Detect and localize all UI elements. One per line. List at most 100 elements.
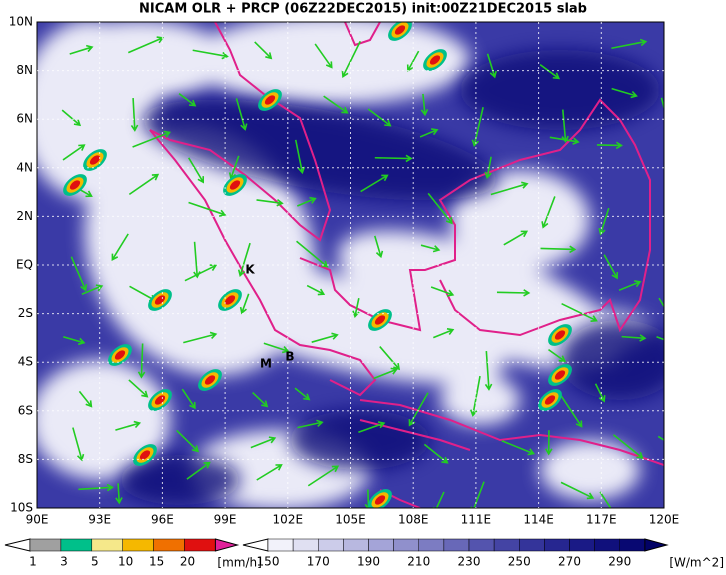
colorbar-label: 1 <box>29 555 37 569</box>
colorbar-arrow <box>214 538 240 552</box>
wind-arrow <box>432 491 445 508</box>
wind-arrow <box>70 256 88 292</box>
lon-label: 114E <box>523 513 554 527</box>
wind-arrow <box>660 97 664 111</box>
wind-arrow <box>430 286 455 297</box>
wind-arrow <box>184 264 218 282</box>
rain-cell <box>69 180 81 190</box>
wind-arrow <box>250 436 277 449</box>
lat-label: 2N <box>16 209 33 223</box>
wind-arrow <box>666 202 672 240</box>
rain-cell <box>204 375 216 385</box>
wind-arrow <box>541 196 556 229</box>
wind-arrow <box>503 230 529 246</box>
wind-arrow <box>294 387 311 401</box>
wind-arrow <box>618 280 642 292</box>
station-marker: B <box>285 350 294 364</box>
rain-cell <box>554 370 566 380</box>
wind-arrow <box>186 461 211 480</box>
wind-arrow <box>379 346 401 371</box>
rain-cell <box>89 155 101 165</box>
colorbar-label: 230 <box>458 555 481 569</box>
wind-arrow <box>237 242 251 277</box>
wind-arrow <box>81 284 104 295</box>
station-marker: K <box>245 263 255 277</box>
wind-arrow <box>192 49 229 60</box>
wind-arrow <box>263 342 290 354</box>
colorbar-unit: [mm/h] <box>217 556 261 570</box>
wind-arrow <box>374 154 413 163</box>
wind-arrow <box>548 348 566 363</box>
wind-arrow <box>341 40 362 78</box>
lon-label: 90E <box>26 513 49 527</box>
colorbar-arrow <box>242 538 269 552</box>
lon-label: 93E <box>88 513 111 527</box>
colorbar-label: 170 <box>307 555 330 569</box>
colorbar-label: 20 <box>180 555 195 569</box>
wind-arrow <box>594 383 606 403</box>
lon-label: 96E <box>151 513 174 527</box>
wind-arrow <box>297 419 324 429</box>
wind-arrow <box>496 289 531 297</box>
wind-arrow <box>323 95 349 114</box>
colorbar-unit: [W/m^2] <box>669 556 724 570</box>
lat-label: EQ <box>16 258 33 272</box>
wind-arrow <box>427 192 453 225</box>
wind-arrow <box>183 331 218 344</box>
rain-cell <box>264 95 276 105</box>
colorbar-box <box>122 538 154 552</box>
wind-arrow <box>239 293 250 315</box>
colorbar-box <box>493 538 520 552</box>
rain-cell <box>554 330 566 340</box>
colorbar-box <box>468 538 495 552</box>
colorbar-label: 250 <box>508 555 531 569</box>
lon-label: 117E <box>586 513 617 527</box>
colorbar-box <box>519 538 545 552</box>
wind-arrow <box>256 198 284 207</box>
wind-arrow <box>188 201 227 217</box>
wind-arrow <box>360 174 389 193</box>
colorbar-arrow <box>4 538 31 552</box>
wind-arrow <box>128 173 160 196</box>
wind-arrow <box>599 491 612 508</box>
rain-cell <box>114 350 126 360</box>
wind-arrow <box>490 181 529 196</box>
wind-arrow <box>549 136 580 145</box>
lat-label: 6S <box>18 403 33 417</box>
colorbar-label: 150 <box>257 555 280 569</box>
lon-label: 102E <box>273 513 304 527</box>
wind-arrow <box>665 477 691 488</box>
lat-label: 10S <box>10 501 33 515</box>
lat-label: 4S <box>18 355 33 369</box>
wind-arrow <box>561 302 598 323</box>
wind-arrow <box>296 240 329 268</box>
wind-arrow <box>307 465 340 487</box>
wind-arrow <box>115 420 142 431</box>
wind-arrow <box>62 144 86 161</box>
rain-cell <box>229 180 241 190</box>
wind-arrow <box>294 139 306 175</box>
wind-arrow <box>297 196 317 207</box>
colorbar-label: 5 <box>91 555 99 569</box>
wind-arrow <box>598 207 610 236</box>
colorbar-box <box>343 538 369 552</box>
colorbar-box <box>184 538 216 552</box>
wind-arrow <box>78 390 93 408</box>
colorbar-box <box>393 538 419 552</box>
colorbar-label: 3 <box>60 555 68 569</box>
wind-arrow <box>306 284 326 296</box>
wind-arrow <box>420 93 429 117</box>
lon-label: 108E <box>398 513 429 527</box>
colorbar-label: 10 <box>118 555 133 569</box>
lon-label: 120E <box>649 513 680 527</box>
wind-arrow <box>666 33 701 49</box>
wind-arrow <box>658 297 664 309</box>
wind-arrow <box>188 157 205 184</box>
colorbar-box <box>292 538 319 552</box>
wind-arrow <box>132 130 172 148</box>
wind-arrow <box>367 108 392 127</box>
wind-arrow <box>128 379 149 398</box>
colorbar-label: 270 <box>558 555 581 569</box>
lat-label: 8N <box>16 63 33 77</box>
rain-cell <box>224 295 236 305</box>
